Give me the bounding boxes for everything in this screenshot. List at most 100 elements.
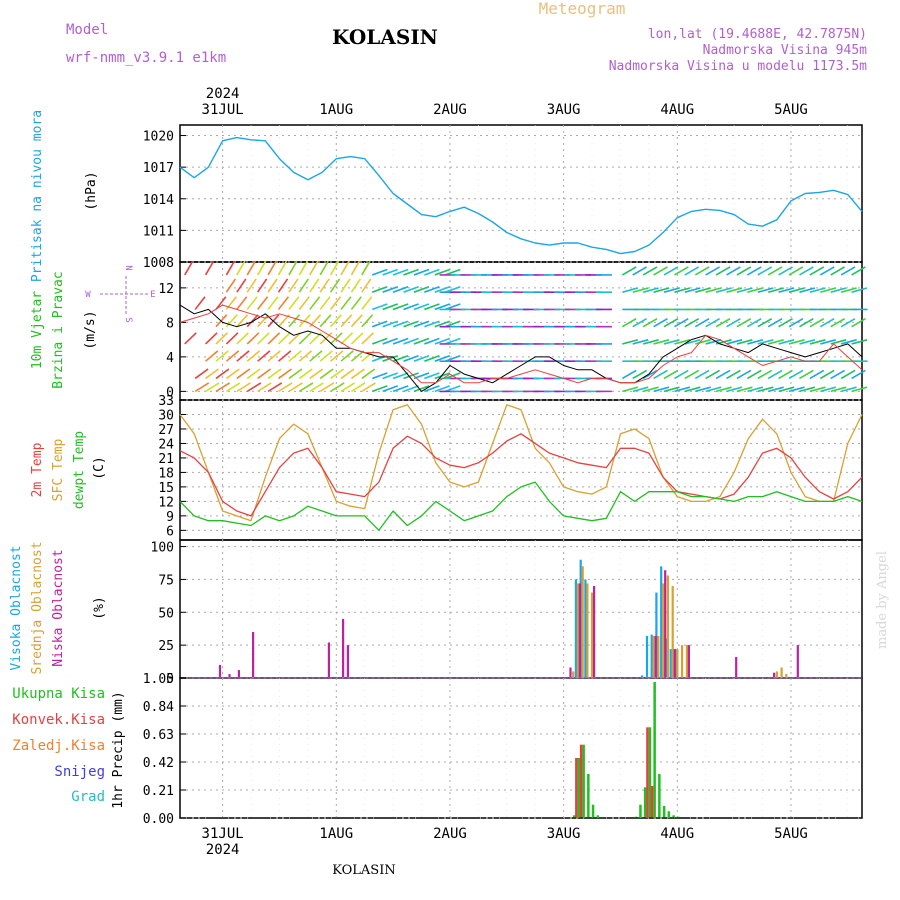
cloud-label-high: Visoka Oblacnost (9, 545, 24, 670)
precip-legend: Ukupna Kisa Konvek.Kisa Zaledj.Kisa Snijeg G… (12, 686, 105, 805)
top-day-label-0: 31JUL (202, 102, 244, 118)
top-day-label-4: 4AUG (660, 102, 694, 118)
pressure-ytick-2: 1014 (143, 193, 174, 208)
cloud-label-mid: Srednja Oblacnost (30, 541, 45, 674)
cloud-bar-2-13 (687, 645, 690, 678)
wind-title-line2: Brzina i Pravac (51, 271, 66, 388)
top-day-label-5: 5AUG (774, 102, 808, 118)
precip-bar-0-15 (677, 816, 680, 818)
credit-watermark: made by Angel (875, 551, 890, 649)
precip-bar-1-2 (646, 727, 649, 818)
elevation-readout: Nadmorska Visina 945m (703, 43, 868, 58)
bottom-time-axis: 31JUL 1AUG 2AUG 3AUG 4AUG 5AUG 2024 (202, 826, 808, 858)
cloud-bar-1-9 (671, 586, 674, 678)
precip-legend-0: Ukupna Kisa (12, 686, 105, 702)
wind-speed-line (179, 304, 863, 392)
cloud-ytick-2: 50 (158, 606, 174, 621)
precip-legend-3: Snijeg (54, 764, 105, 780)
wind-ytick-0: 0 (166, 385, 174, 400)
temp-label-sfc: SFC Temp (51, 439, 66, 502)
pressure-plot: 1008 1011 1014 1017 1020 (143, 125, 863, 271)
bottom-day-label-3: 3AUG (547, 826, 581, 842)
cloud-bar-2-7 (569, 667, 572, 678)
cloud-bar-2-6 (346, 645, 349, 678)
top-day-label-2: 2AUG (433, 102, 467, 118)
precip-bar-0-14 (672, 815, 675, 818)
temp-ytick-8: 30 (158, 408, 174, 423)
dewpoint-line (179, 481, 863, 531)
cloud-bar-0-5 (650, 634, 653, 678)
cloud-bar-1-2 (581, 566, 584, 678)
temp-ytick-0: 6 (166, 524, 174, 539)
precip-bar-0-0 (572, 815, 576, 818)
compass-n: N (123, 265, 133, 270)
pressure-ytick-4: 1020 (143, 130, 174, 145)
temp-ytick-9: 33 (158, 394, 174, 409)
cloud-bar-2-8 (578, 583, 581, 678)
cloud-bar-1-13 (775, 671, 778, 678)
top-year-label: 2024 (206, 86, 240, 102)
cloud-bar-2-2 (237, 670, 240, 678)
top-day-label-3: 3AUG (547, 102, 581, 118)
wind-ytick-2: 8 (166, 316, 174, 331)
bottom-day-label-5: 5AUG (774, 826, 808, 842)
cloud-bar-2-12 (673, 649, 676, 678)
cloud-bar-0-3 (641, 675, 644, 678)
wind-title-line1: 10m Vjetar (30, 291, 45, 369)
precip-bar-0-3 (587, 774, 590, 818)
cloud-bar-0-0 (574, 579, 577, 678)
cloud-bar-1-14 (780, 667, 783, 678)
product-title: Meteogram (539, 0, 626, 18)
model-label: Model (66, 22, 108, 38)
compass-w: W (85, 290, 91, 300)
pressure-unit: (hPa) (84, 171, 99, 210)
precip-bar-0-5 (596, 815, 600, 818)
wind-ytick-3: 12 (158, 282, 174, 297)
temp-ytick-7: 27 (158, 423, 174, 438)
precip-bar-1-3 (650, 786, 654, 818)
cloud-bar-1-1 (576, 583, 579, 678)
precip-bar-0-1 (577, 758, 581, 818)
precip-bar-0-4 (591, 804, 595, 818)
pressure-ytick-0: 1008 (143, 256, 174, 271)
precip-ylabel: 1hr Precip (mm) (111, 691, 126, 808)
precip-ytick-5: 1.05 (143, 672, 174, 687)
precip-bar-0-7 (639, 804, 642, 818)
cloud-bar-0-2 (584, 579, 587, 678)
cloud-label-low: Niska Oblacnost (51, 549, 66, 666)
cloud-ytick-3: 75 (158, 573, 174, 588)
cloud-ytick-1: 25 (158, 639, 174, 654)
cloud-bar-2-0 (218, 664, 222, 678)
cloud-bar-2-1 (228, 674, 231, 678)
pressure-title: Pritisak na nivou mora (30, 110, 45, 282)
cloud-bar-1-12 (685, 645, 688, 678)
temp-ytick-6: 24 (158, 437, 174, 452)
cloud-bar-2-5 (342, 618, 345, 678)
cloud-bar-0-9 (669, 649, 672, 678)
cloud-bar-0-7 (660, 566, 663, 678)
precip-legend-1: Konvek.Kisa (12, 712, 105, 728)
cloud-bar-1-0 (572, 671, 575, 678)
precip-bar-1-0 (575, 758, 578, 818)
cloud-bar-2-3 (252, 632, 255, 678)
cloud-bar-1-15 (785, 674, 788, 678)
precip-bar-0-13 (667, 811, 671, 818)
wind-plot: 0 4 8 12 (158, 260, 868, 400)
pressure-ytick-3: 1017 (143, 161, 174, 176)
cloud-bar-1-3 (586, 583, 589, 678)
model-name: wrf-nmm_v3.9.1 e1km (66, 50, 226, 66)
pressure-line (179, 136, 863, 255)
cloud-bar-0-4 (645, 635, 649, 678)
temp-label-2m: 2m Temp (30, 442, 45, 497)
precip-bar-0-2 (582, 744, 585, 818)
bottom-day-label-0: 31JUL (202, 826, 244, 842)
top-day-label-1: 1AUG (319, 102, 353, 118)
bottom-day-label-1: 1AUG (319, 826, 353, 842)
temp-unit: (C) (92, 456, 107, 479)
lonlat-readout: lon,lat (19.4688E, 42.7875N) (648, 27, 867, 42)
precip-legend-2: Zaledj.Kisa (12, 738, 105, 754)
compass-e: E (150, 290, 155, 300)
temp-ytick-5: 21 (158, 452, 174, 467)
